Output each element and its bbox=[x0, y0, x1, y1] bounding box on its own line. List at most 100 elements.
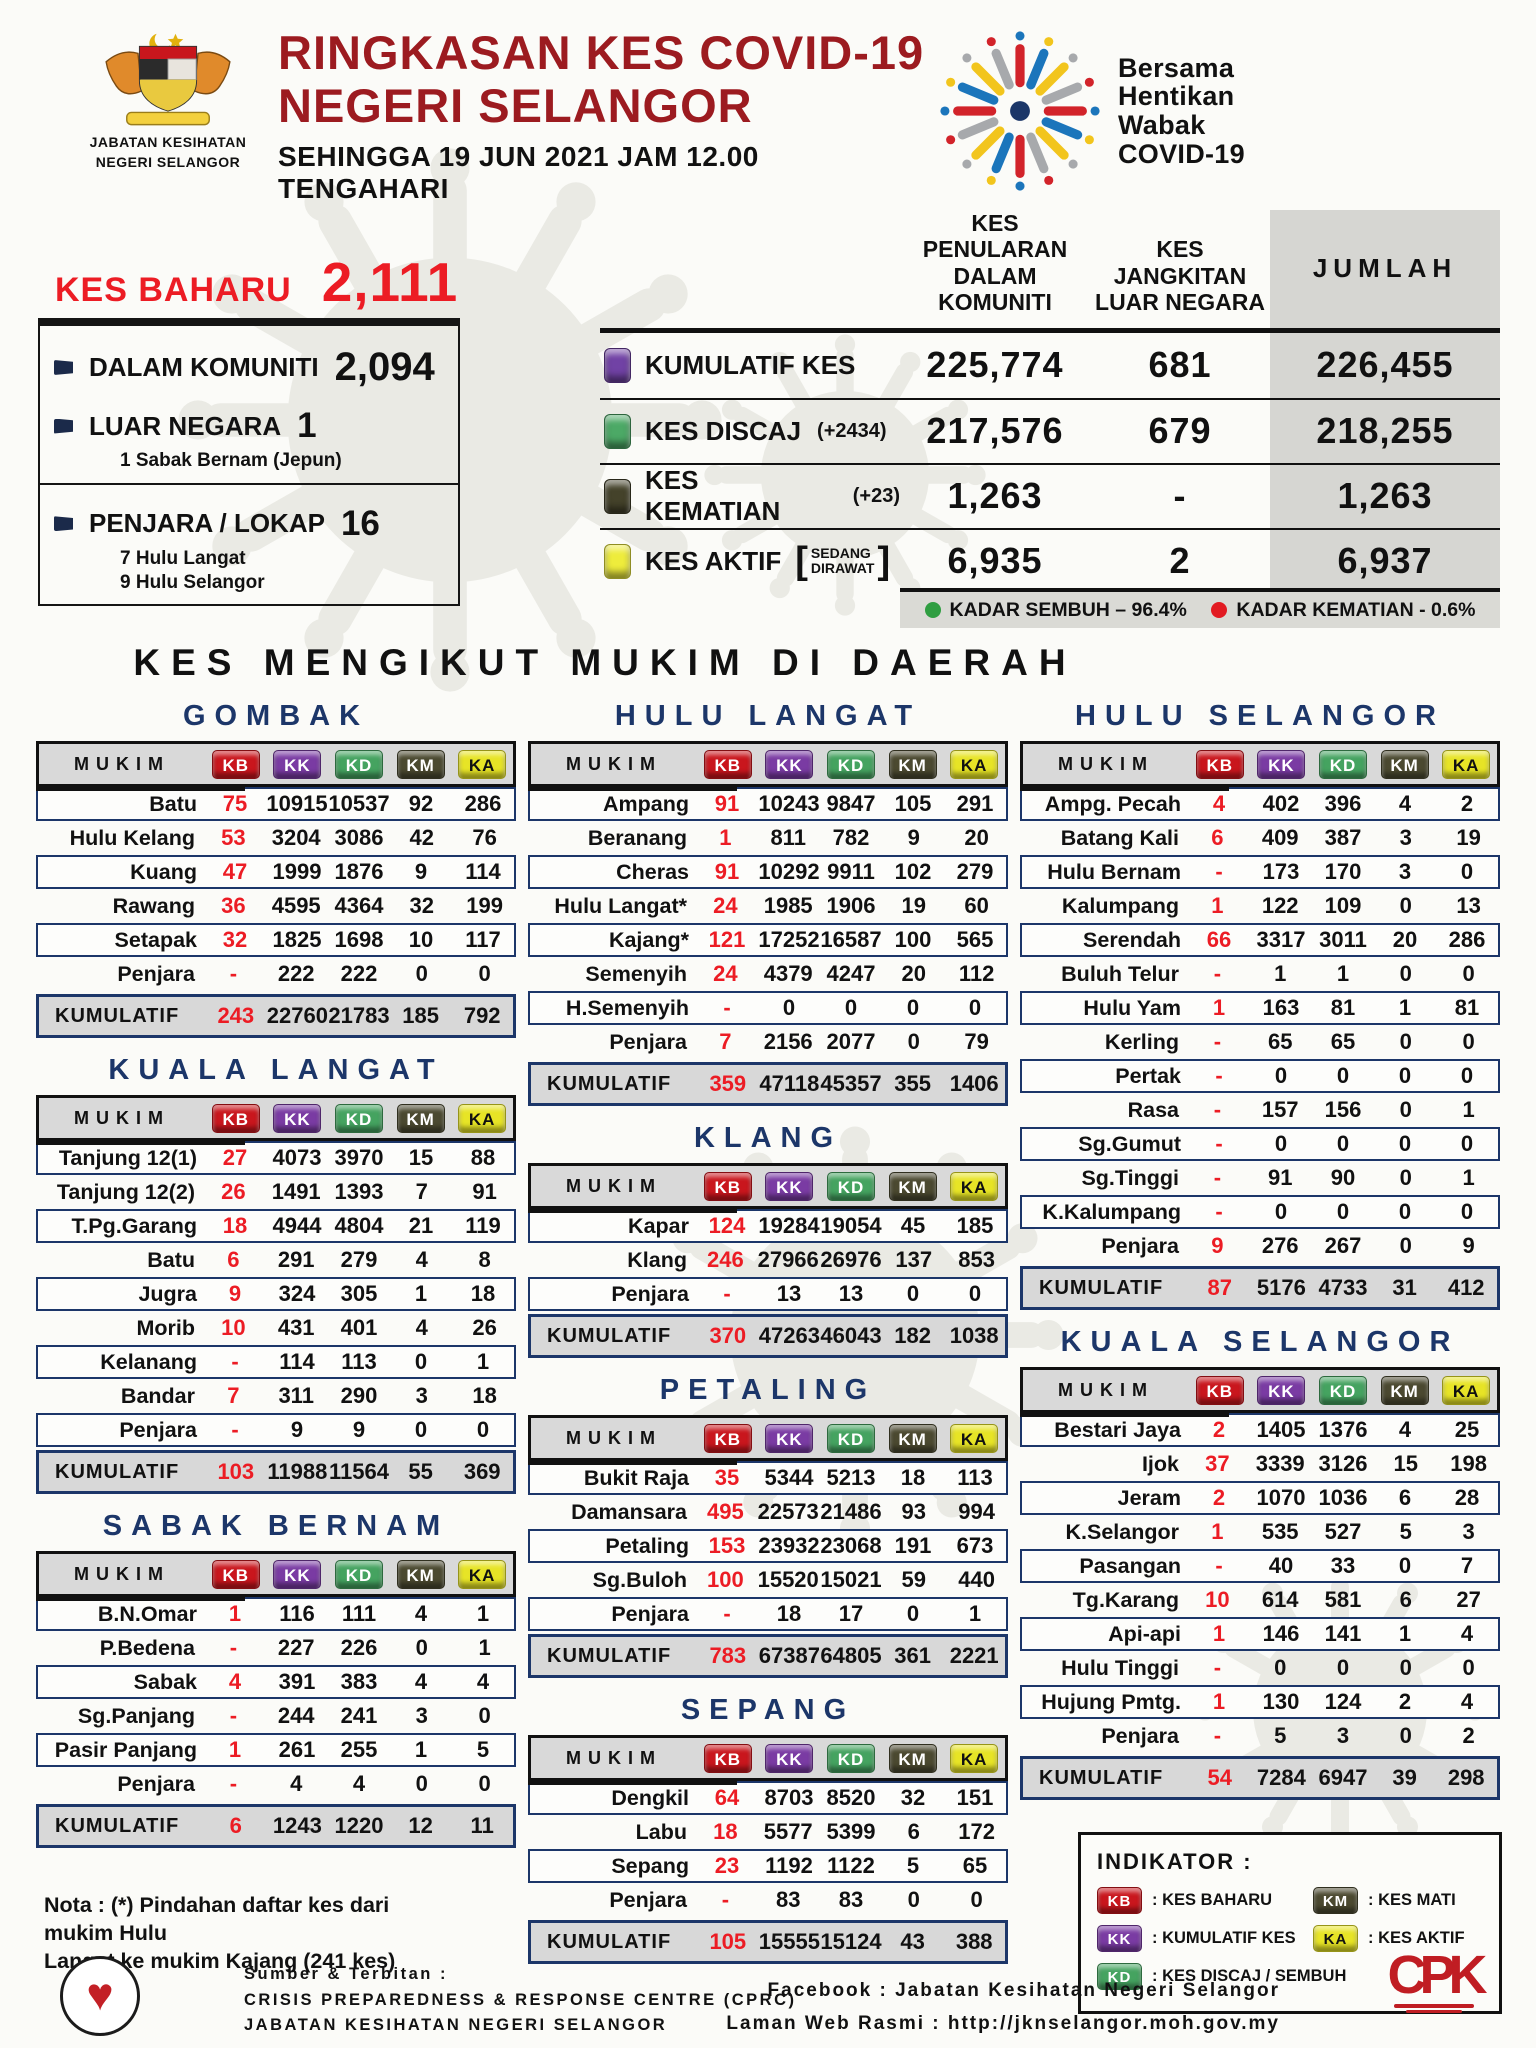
mukim-name: Setapak bbox=[114, 927, 197, 952]
mukim-column-header: MUKIM bbox=[566, 753, 662, 774]
kk-value: 0 bbox=[782, 995, 796, 1020]
ka-value: 19 bbox=[1456, 825, 1481, 850]
mukim-column-header: MUKIM bbox=[566, 1427, 662, 1448]
kk-value: 130 bbox=[1262, 1689, 1300, 1714]
badge-cell: KM bbox=[882, 1171, 944, 1201]
ka-value: 3 bbox=[1462, 1519, 1475, 1544]
mukim-name: Tanjung 12(1) bbox=[58, 1145, 197, 1170]
km-value: 6 bbox=[907, 1819, 920, 1844]
km-value: 0 bbox=[1398, 1199, 1412, 1224]
district-title: PETALING bbox=[659, 1374, 877, 1406]
penjara-label: PENJARA / LOKAP bbox=[89, 508, 325, 539]
ka-value: 853 bbox=[958, 1247, 995, 1272]
bracket-close: ] bbox=[877, 539, 891, 582]
mukim-table-header: MUKIM KB KK KD KM KA bbox=[528, 1163, 1008, 1213]
kb-value: 4 bbox=[1212, 791, 1226, 816]
kk-value: 3204 bbox=[271, 825, 321, 850]
mukim-name: Hulu Yam bbox=[1083, 995, 1181, 1020]
km-value: 0 bbox=[1399, 1723, 1412, 1748]
kb-value: 24 bbox=[713, 893, 738, 918]
kk-value: 10292 bbox=[758, 859, 820, 884]
mukim-row: Hulu Bernam - 173 170 3 0 bbox=[1020, 855, 1500, 889]
summary-label: KUMULATIF KES bbox=[600, 347, 900, 383]
kematian-dot-icon bbox=[1211, 602, 1228, 618]
km-value: 5 bbox=[906, 1853, 920, 1878]
mukim-row: Rasa - 157 156 0 1 bbox=[1020, 1093, 1500, 1127]
kk-value: 431 bbox=[277, 1315, 315, 1340]
kd-value: 13 bbox=[838, 1281, 864, 1306]
ka-value: 76 bbox=[472, 825, 497, 850]
ka-value: 151 bbox=[956, 1785, 994, 1810]
ka-value: 1 bbox=[478, 1635, 491, 1660]
badge-cell: KD bbox=[328, 1559, 390, 1589]
km-value: 32 bbox=[900, 1785, 926, 1810]
km-value: 0 bbox=[414, 1349, 428, 1374]
kk-badge-icon: KK bbox=[765, 1743, 814, 1773]
kb-value: 64 bbox=[714, 1785, 740, 1810]
page-title-line1: RINGKASAN KES COVID-19 bbox=[278, 26, 925, 79]
km-value: 32 bbox=[409, 893, 435, 918]
mukim-name: Morib bbox=[136, 1315, 195, 1340]
ka-value: 0 bbox=[1462, 1655, 1475, 1680]
kk-value: 1 bbox=[1274, 961, 1287, 986]
ka-value: 994 bbox=[958, 1499, 995, 1524]
kb-value: 9 bbox=[1211, 1233, 1224, 1258]
kb-badge-icon: KB bbox=[703, 1743, 752, 1773]
mukim-table-header: MUKIM KB KK KD KM KA bbox=[36, 741, 516, 791]
summary-header-row: KES PENULARAN DALAM KOMUNITI KES JANGKIT… bbox=[600, 210, 1500, 333]
mukim-name: Sg.Panjang bbox=[77, 1703, 195, 1728]
km-badge-icon: KM bbox=[1380, 749, 1429, 779]
kd-value: 5399 bbox=[826, 1819, 876, 1844]
kb-value: 1 bbox=[1211, 1519, 1224, 1544]
kk-value: 23932 bbox=[758, 1533, 820, 1558]
summary-luar-value: 679 bbox=[1148, 410, 1212, 452]
kd-value: 11564 bbox=[329, 1459, 389, 1484]
kb-value: - bbox=[723, 1281, 731, 1306]
km-value: 0 bbox=[906, 1601, 920, 1626]
mukim-table-header: MUKIM KB KK KD KM KA bbox=[528, 1415, 1008, 1465]
mukim-name: Ampg. Pecah bbox=[1044, 791, 1181, 816]
mukim-name: KUMULATIF bbox=[547, 1930, 672, 1953]
source-block: Sumber & Terbitan : CRISIS PREPAREDNESS … bbox=[244, 1962, 797, 2039]
mukim-table-header: MUKIM KB KK KD KM KA bbox=[1020, 741, 1500, 791]
mukim-name: Sabak bbox=[133, 1669, 197, 1694]
km-value: 105 bbox=[894, 791, 932, 816]
mukim-row: Kelanang - 114 113 0 1 bbox=[36, 1345, 516, 1379]
kd-value: 226 bbox=[340, 1635, 378, 1660]
km-value: 0 bbox=[1399, 1097, 1412, 1122]
km-value: 42 bbox=[409, 825, 435, 850]
summary-row-discaj: KES DISCAJ (+2434) 217,576 679 218,255 bbox=[600, 397, 1500, 463]
kd-value: 90 bbox=[1330, 1165, 1356, 1190]
badge-cell: KD bbox=[328, 749, 390, 779]
km-value: 0 bbox=[1399, 893, 1412, 918]
mukim-row: Ijok 37 3339 3126 15 198 bbox=[1020, 1447, 1500, 1481]
kb-value: 10 bbox=[221, 1315, 246, 1340]
kk-value: 1405 bbox=[1256, 1417, 1306, 1442]
mukim-table: MUKIM KB KK KD KM KA Bukit Raja 35 5344 5213 18 113… bbox=[528, 1415, 1008, 1678]
kd-value: 81 bbox=[1330, 995, 1356, 1020]
kd-badge-icon: KD bbox=[334, 749, 383, 779]
kk-value: 9 bbox=[290, 1417, 304, 1442]
kb-value: 4 bbox=[228, 1669, 242, 1694]
kk-badge-icon: KK bbox=[273, 749, 322, 779]
mukim-table: MUKIM KB KK KD KM KA B.N.Omar 1 116 111 4 1 P.Bedena… bbox=[36, 1551, 516, 1848]
mukim-table-header: MUKIM KB KK KD KM KA bbox=[1020, 1367, 1500, 1417]
mukim-row: B.N.Omar 1 116 111 4 1 bbox=[36, 1597, 516, 1631]
kk-value: 17252 bbox=[758, 927, 820, 952]
kd-value: 1698 bbox=[334, 927, 384, 952]
mukim-name: Penjara bbox=[117, 961, 195, 986]
summary-luar-value: 681 bbox=[1148, 344, 1212, 386]
mukim-row: Petaling 153 23932 23068 191 673 bbox=[528, 1529, 1008, 1563]
km-badge-icon: KM bbox=[396, 749, 445, 779]
badge-cell: KD bbox=[820, 1743, 882, 1773]
section-title: KES MENGIKUT MUKIM DI DAERAH bbox=[133, 642, 1077, 683]
km-value: 39 bbox=[1392, 1765, 1417, 1790]
mukim-name: Klang bbox=[627, 1247, 687, 1272]
km-value: 0 bbox=[1398, 1553, 1412, 1578]
kk-badge-icon: KK bbox=[765, 1171, 814, 1201]
mukim-name: Bestari Jaya bbox=[1054, 1417, 1181, 1442]
legend-label: : KUMULATIF KES bbox=[1152, 1929, 1296, 1947]
ka-value: 114 bbox=[465, 859, 501, 884]
kd-badge-icon: KD bbox=[1318, 1375, 1367, 1405]
